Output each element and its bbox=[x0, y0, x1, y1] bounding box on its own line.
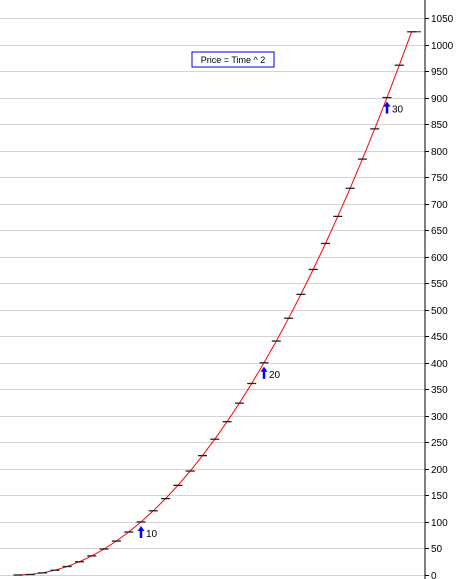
y-tick-label: 100 bbox=[431, 518, 448, 529]
y-tick-label: 950 bbox=[431, 67, 448, 78]
y-tick-label: 1000 bbox=[431, 41, 454, 52]
y-tick-label: 1050 bbox=[431, 14, 454, 25]
arrow-head bbox=[383, 101, 391, 107]
y-tick-label: 350 bbox=[431, 385, 448, 396]
y-tick-label: 600 bbox=[431, 253, 448, 264]
annotation-arrow: 10 bbox=[137, 525, 158, 540]
y-tick-label: 50 bbox=[431, 544, 443, 555]
legend-series-label: Price = Time ^ 2 bbox=[201, 55, 266, 65]
y-tick-label: 150 bbox=[431, 491, 448, 502]
arrow-head bbox=[137, 525, 145, 531]
y-axis: 0 50 100 150 200 250 300 350 400 450 500 550 600 650 7… bbox=[424, 0, 454, 579]
y-tick-label: 200 bbox=[431, 465, 448, 476]
annotation-label: 30 bbox=[392, 105, 404, 116]
annotations: 10 20 30 bbox=[137, 101, 404, 540]
y-tick-label: 900 bbox=[431, 94, 448, 105]
y-tick-label: 300 bbox=[431, 412, 448, 423]
annotation-label: 10 bbox=[146, 529, 158, 540]
annotation-arrow: 30 bbox=[383, 101, 404, 116]
y-tick-label: 800 bbox=[431, 147, 448, 158]
y-tick-label: 250 bbox=[431, 438, 448, 449]
y-tick-label: 0 bbox=[431, 571, 437, 579]
y-tick-label: 400 bbox=[431, 359, 448, 370]
legend-box bbox=[191, 51, 275, 68]
annotation-arrow: 20 bbox=[260, 366, 281, 381]
arrow-head bbox=[260, 366, 268, 372]
y-tick-label: 450 bbox=[431, 332, 448, 343]
legend: Price = Time ^ 2 bbox=[191, 51, 275, 68]
gridlines bbox=[0, 18, 425, 576]
y-tick-label: 550 bbox=[431, 279, 448, 290]
series-layer bbox=[17, 31, 413, 576]
y-tick-label: 650 bbox=[431, 226, 448, 237]
point-markers bbox=[13, 31, 421, 576]
y-tick-label: 750 bbox=[431, 173, 448, 184]
y-tick-label: 500 bbox=[431, 306, 448, 317]
y-tick-label: 700 bbox=[431, 200, 448, 211]
annotation-label: 20 bbox=[269, 370, 281, 381]
y-tick-label: 850 bbox=[431, 120, 448, 131]
series-line bbox=[17, 31, 413, 576]
